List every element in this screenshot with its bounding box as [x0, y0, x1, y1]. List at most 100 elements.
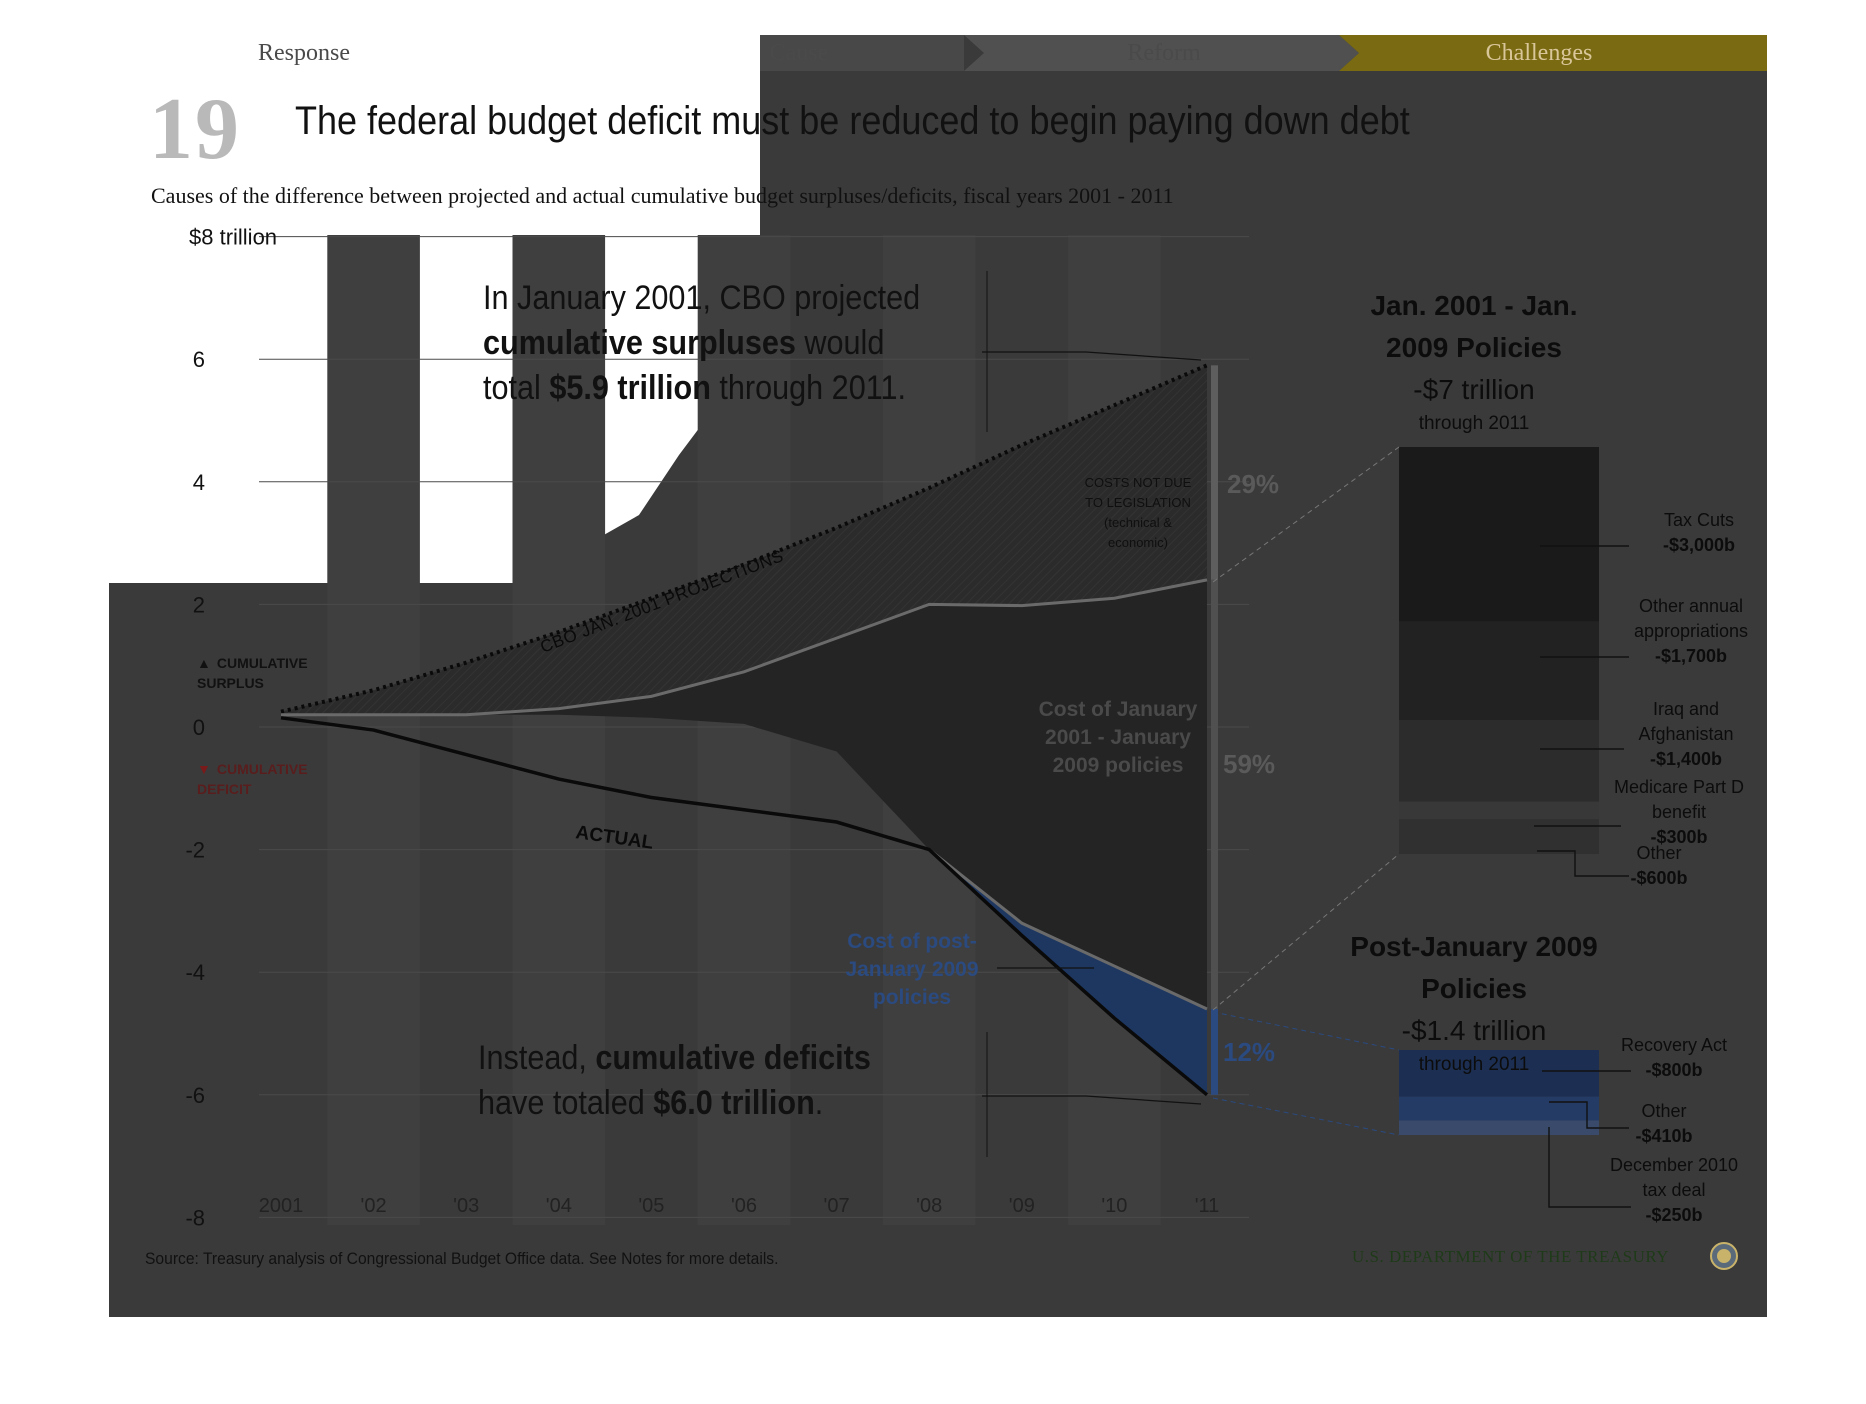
segment-label-dec-2010-tax-deal: December 2010 tax deal -$250b [1599, 1153, 1749, 1228]
segment-name: Other annual appropriations [1633, 596, 1749, 641]
surplus-text: CUMULATIVE SURPLUS [197, 655, 308, 691]
callout-projected-rest: would [795, 324, 885, 362]
zoom-line-b-top [1212, 1011, 1400, 1051]
callout-projected: In January 2001, CBO projected cumulativ… [483, 276, 920, 411]
breakdown-b-heading: Post-January 2009 Policies -$1.4 trillio… [1349, 926, 1599, 1078]
share-59: 59% [1223, 749, 1276, 779]
slide-title: The federal budget deficit must be reduc… [295, 99, 1410, 143]
zoom-line-a-bottom [1212, 853, 1400, 1011]
callout-actual-pre: Instead, [478, 1039, 596, 1077]
area-post-2009-policies [929, 849, 1207, 1095]
chart-lines [280, 363, 1209, 1097]
stage-challenges[interactable]: Challenges [1485, 40, 1593, 66]
chart-areas [281, 365, 1207, 1095]
agency-name: U.S. DEPARTMENT OF THE TREASURY [1352, 1247, 1670, 1266]
segment-value: -$250b [1645, 1205, 1703, 1225]
x-tick-label: '03 [453, 1195, 479, 1217]
breakdown-a-title: Jan. 2001 - Jan. 2009 Policies [1370, 290, 1578, 363]
share-bar-59 [1211, 579, 1218, 1009]
share-12: 12% [1223, 1037, 1276, 1067]
slide: Response Cause Reform Challenges 19 The … [109, 35, 1767, 1317]
y-tick-label: -4 [185, 960, 205, 985]
label-cost-post-2009: Cost of post-January 2009 policies [845, 930, 979, 1009]
segment-value: -$800b [1645, 1060, 1703, 1080]
share-bar [1211, 365, 1218, 1095]
breakdown-a-segment-0 [1399, 447, 1599, 622]
share-29: 29% [1227, 469, 1280, 499]
breakdown-a-total: -$7 trillion [1413, 374, 1535, 405]
slide-subtitle: Causes of the difference between project… [151, 183, 1174, 208]
triangle-down-icon: ▼ [197, 761, 211, 777]
deficit-chart: $8 trillion 6 4 2 0 -2 -4 -6 -8 2001 '02 '03 '04 '05… [185, 225, 1599, 1230]
y-tick-label: -6 [185, 1083, 205, 1108]
callout-leader-bottom-tip [1085, 1095, 1202, 1105]
y-tick-label: -8 [185, 1205, 205, 1230]
segment-label-iraq-afghanistan: Iraq and Afghanistan -$1,400b [1606, 697, 1766, 772]
segment-value: -$600b [1630, 868, 1688, 888]
callout-actual-amount: $6.0 trillion [653, 1084, 815, 1122]
stage-navigation: Response Cause Reform Challenges [109, 35, 1767, 71]
callout-leader-top-tip [1085, 351, 1202, 361]
breakdown-a-segment-3 [1399, 801, 1599, 820]
callout-projected-pre: total [483, 369, 550, 407]
callout-projected-line2: cumulative surpluses would [483, 321, 920, 366]
segment-value: -$410b [1635, 1126, 1693, 1146]
x-tick-label: '05 [638, 1195, 664, 1217]
segment-name: Recovery Act [1620, 1035, 1728, 1055]
area-2001-2009-policies [281, 579, 1207, 1009]
breakdown-b-segment-2 [1399, 1120, 1599, 1135]
x-tick-label: '04 [546, 1195, 572, 1217]
breakdown-a-segment-2 [1399, 720, 1599, 802]
x-tick-label: 2001 [259, 1195, 304, 1217]
y-tick-label: 6 [193, 347, 205, 372]
x-tick-label: '06 [731, 1195, 757, 1217]
callout-projected-line1: In January 2001, CBO projected [483, 279, 921, 317]
line-actual [280, 716, 1209, 1097]
triangle-up-icon: ▲ [197, 655, 211, 671]
segment-value: -$3,000b [1662, 535, 1736, 555]
label-cumulative-surplus: ▲ CUMULATIVE SURPLUS [197, 653, 317, 693]
x-tick-label: '09 [1009, 1195, 1035, 1217]
callout-actual-pre2: have totaled [478, 1084, 654, 1122]
segment-value: -$300b [1650, 827, 1708, 847]
callout-actual-tail: . [814, 1084, 824, 1122]
year-band [512, 235, 606, 1225]
y-tick-label: $8 trillion [189, 225, 277, 250]
line-post-boundary [928, 848, 1208, 1011]
treasury-seal-icon [1710, 1242, 1738, 1270]
stage-cause[interactable]: Cause [769, 40, 829, 66]
deficit-text: CUMULATIVE DEFICIT [197, 761, 308, 797]
stage-reform[interactable]: Reform [1127, 40, 1201, 66]
segment-name: Tax Cuts [1663, 510, 1735, 530]
y-tick-label: 4 [193, 470, 205, 495]
segment-name: Other [1641, 1101, 1687, 1121]
callout-projected-amount: $5.9 trillion [549, 369, 711, 407]
breakdown-a-segment-1 [1399, 621, 1599, 721]
y-tick-label: -2 [185, 838, 205, 863]
segment-label-other-a: Other -$600b [1599, 841, 1719, 891]
label-costs-not-due: COSTS NOT DUE TO LEGISLATION (technical … [1084, 475, 1192, 550]
segment-value: -$1,400b [1649, 749, 1723, 769]
breakdown-a-segment-4 [1399, 819, 1599, 854]
breakdown-b-note: through 2011 [1418, 1054, 1530, 1075]
segment-label-recovery-act: Recovery Act -$800b [1599, 1033, 1749, 1083]
segment-name: Medicare Part D benefit [1613, 777, 1745, 822]
stage-response[interactable]: Response [258, 40, 350, 66]
segment-name: Other [1636, 843, 1682, 863]
breakdown-b-segment-0 [1399, 1050, 1599, 1097]
share-bar-29 [1211, 365, 1218, 580]
breakdown-b-segment-1 [1399, 1096, 1599, 1121]
segment-name: Iraq and Afghanistan [1638, 699, 1734, 744]
x-tick-label: '11 [1195, 1195, 1220, 1217]
leader-lines [982, 271, 1400, 1157]
x-axis-ticks: 2001 '02 '03 '04 '05 '06 '07 '08 '09 '10 '11 [259, 1195, 1220, 1217]
callout-projected-tail: through 2011. [710, 369, 906, 407]
callout-projected-line3: total $5.9 trillion through 2011. [483, 366, 920, 411]
y-tick-label: 0 [193, 715, 205, 740]
callout-actual-line2: have totaled $6.0 trillion. [478, 1081, 871, 1126]
zoom-line-b-bottom [1212, 1097, 1400, 1136]
breakdown-2001-2009-bar [1399, 447, 1599, 854]
segment-name: December 2010 tax deal [1609, 1155, 1739, 1200]
segment-label-medicare-d: Medicare Part D benefit -$300b [1589, 775, 1767, 850]
breakdown-a-note: through 2011 [1418, 413, 1530, 434]
